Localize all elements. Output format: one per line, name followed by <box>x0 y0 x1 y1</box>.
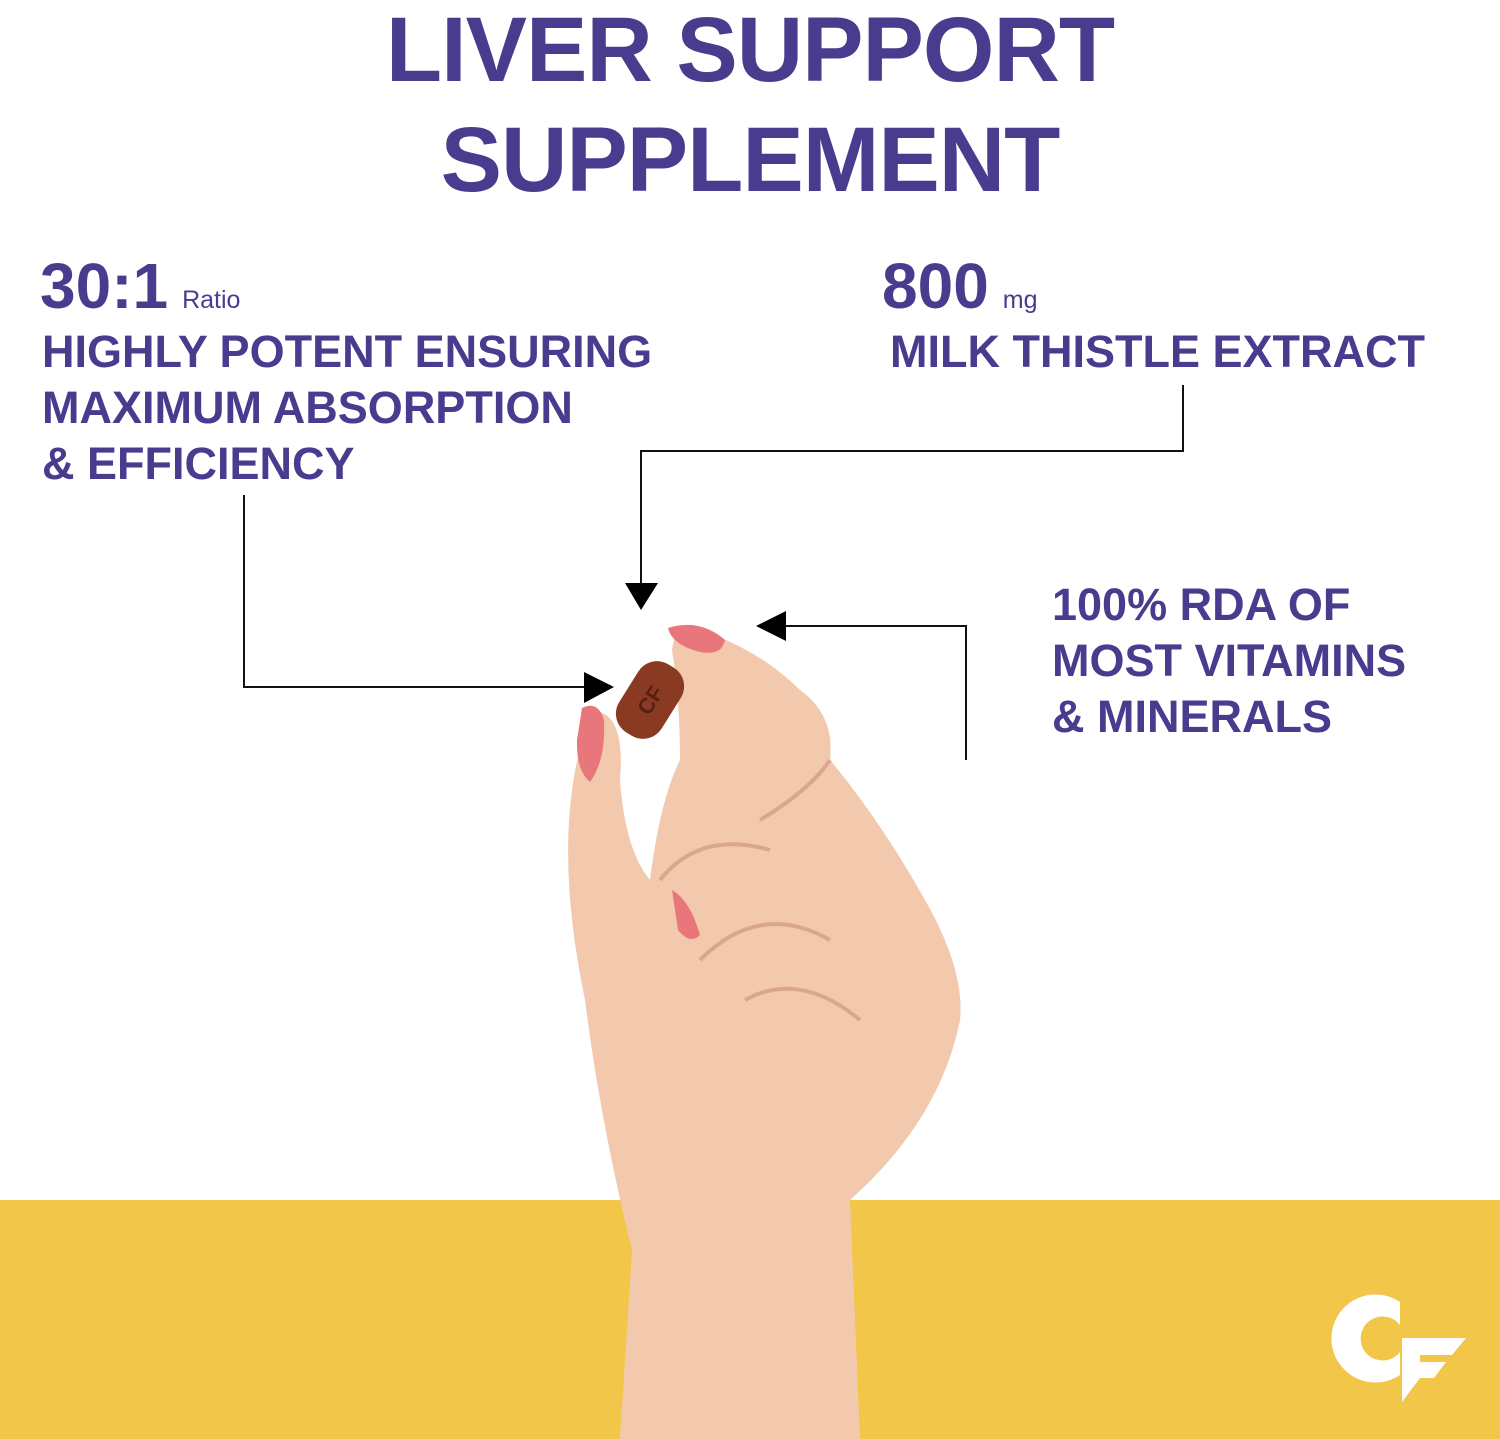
arrow-down-icon <box>625 583 658 610</box>
rda-line: & MINERALS <box>1052 691 1332 742</box>
connector-dose <box>640 385 1184 585</box>
dose-line: MILK THISTLE EXTRACT <box>890 326 1425 377</box>
arrow-left-icon <box>756 611 786 641</box>
rda-description: 100% RDA OF MOST VITAMINS & MINERALS <box>1052 577 1406 745</box>
connector-ratio <box>243 495 586 688</box>
ratio-value: 30:1 <box>40 250 169 322</box>
ratio-value-group: 30:1 Ratio <box>40 254 240 318</box>
dose-unit: mg <box>1002 286 1038 314</box>
ratio-line: MAXIMUM ABSORPTION <box>42 382 573 433</box>
ratio-line: HIGHLY POTENT ENSURING <box>42 326 653 377</box>
ratio-unit: Ratio <box>182 286 241 314</box>
rda-line: MOST VITAMINS <box>1052 635 1407 686</box>
tablet <box>615 661 685 739</box>
rda-line: 100% RDA OF <box>1052 579 1351 630</box>
brand-logo-icon <box>1331 1294 1466 1402</box>
dose-value-group: 800 mg <box>882 254 1038 318</box>
ratio-description: HIGHLY POTENT ENSURING MAXIMUM ABSORPTIO… <box>42 324 652 492</box>
arrow-right-icon <box>584 672 614 703</box>
hand-image: CF <box>568 624 961 1439</box>
dose-description: MILK THISTLE EXTRACT <box>890 324 1425 380</box>
page-title-line1: LIVER SUPPORT <box>385 0 1115 101</box>
dose-value: 800 <box>882 250 989 322</box>
ratio-line: & EFFICIENCY <box>42 438 355 489</box>
page-title-line2: SUPPLEMENT <box>440 109 1061 211</box>
connector-rda <box>784 625 967 760</box>
